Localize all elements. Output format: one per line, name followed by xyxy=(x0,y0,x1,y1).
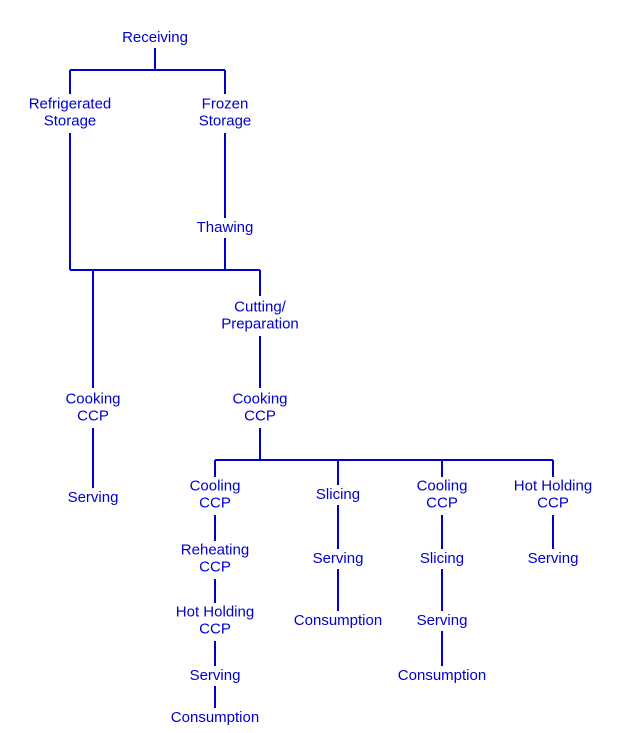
svg-text:Consumption: Consumption xyxy=(398,667,486,684)
node-reheating: ReheatingCCP xyxy=(181,541,249,575)
node-cooking-left: CookingCCP xyxy=(65,390,120,424)
svg-text:Thawing: Thawing xyxy=(197,219,254,236)
node-serving-2: Serving xyxy=(313,550,364,567)
node-cooking-right: CookingCCP xyxy=(232,390,287,424)
node-hot-holding-1: Hot HoldingCCP xyxy=(176,603,254,637)
node-consumption-1: Consumption xyxy=(171,709,259,726)
svg-text:Consumption: Consumption xyxy=(171,709,259,726)
svg-text:CoolingCCP: CoolingCCP xyxy=(190,477,241,511)
node-receiving: Receiving xyxy=(122,29,188,46)
svg-text:Slicing: Slicing xyxy=(316,486,360,503)
svg-text:CookingCCP: CookingCCP xyxy=(65,390,120,424)
svg-text:Serving: Serving xyxy=(313,550,364,567)
svg-text:Slicing: Slicing xyxy=(420,550,464,567)
node-slicing-1: Slicing xyxy=(316,486,360,503)
node-serving-3: Serving xyxy=(417,612,468,629)
svg-text:Serving: Serving xyxy=(417,612,468,629)
node-serving-left: Serving xyxy=(68,489,119,506)
svg-text:Serving: Serving xyxy=(190,667,241,684)
node-cooling-2: CoolingCCP xyxy=(417,477,468,511)
svg-text:RefrigeratedStorage: RefrigeratedStorage xyxy=(29,95,112,129)
node-slicing-2: Slicing xyxy=(420,550,464,567)
svg-text:FrozenStorage: FrozenStorage xyxy=(199,95,252,129)
node-frozen-storage: FrozenStorage xyxy=(199,95,252,129)
node-cooling-1: CoolingCCP xyxy=(190,477,241,511)
svg-text:Cutting/Preparation: Cutting/Preparation xyxy=(221,298,299,332)
svg-text:Hot HoldingCCP: Hot HoldingCCP xyxy=(176,603,254,637)
node-consumption-2: Consumption xyxy=(294,612,382,629)
node-consumption-3: Consumption xyxy=(398,667,486,684)
node-cutting-prep: Cutting/Preparation xyxy=(221,298,299,332)
svg-text:Consumption: Consumption xyxy=(294,612,382,629)
node-thawing: Thawing xyxy=(197,219,254,236)
svg-text:CookingCCP: CookingCCP xyxy=(232,390,287,424)
node-serving-1: Serving xyxy=(190,667,241,684)
node-serving-4: Serving xyxy=(528,550,579,567)
node-hot-holding-2: Hot HoldingCCP xyxy=(514,477,592,511)
svg-text:ReheatingCCP: ReheatingCCP xyxy=(181,541,249,575)
svg-text:Receiving: Receiving xyxy=(122,29,188,46)
node-refrig-storage: RefrigeratedStorage xyxy=(29,95,112,129)
svg-text:Serving: Serving xyxy=(68,489,119,506)
svg-text:Serving: Serving xyxy=(528,550,579,567)
flowchart: Receiving RefrigeratedStorage FrozenStorag… xyxy=(0,0,620,733)
svg-text:Hot HoldingCCP: Hot HoldingCCP xyxy=(514,477,592,511)
svg-text:CoolingCCP: CoolingCCP xyxy=(417,477,468,511)
